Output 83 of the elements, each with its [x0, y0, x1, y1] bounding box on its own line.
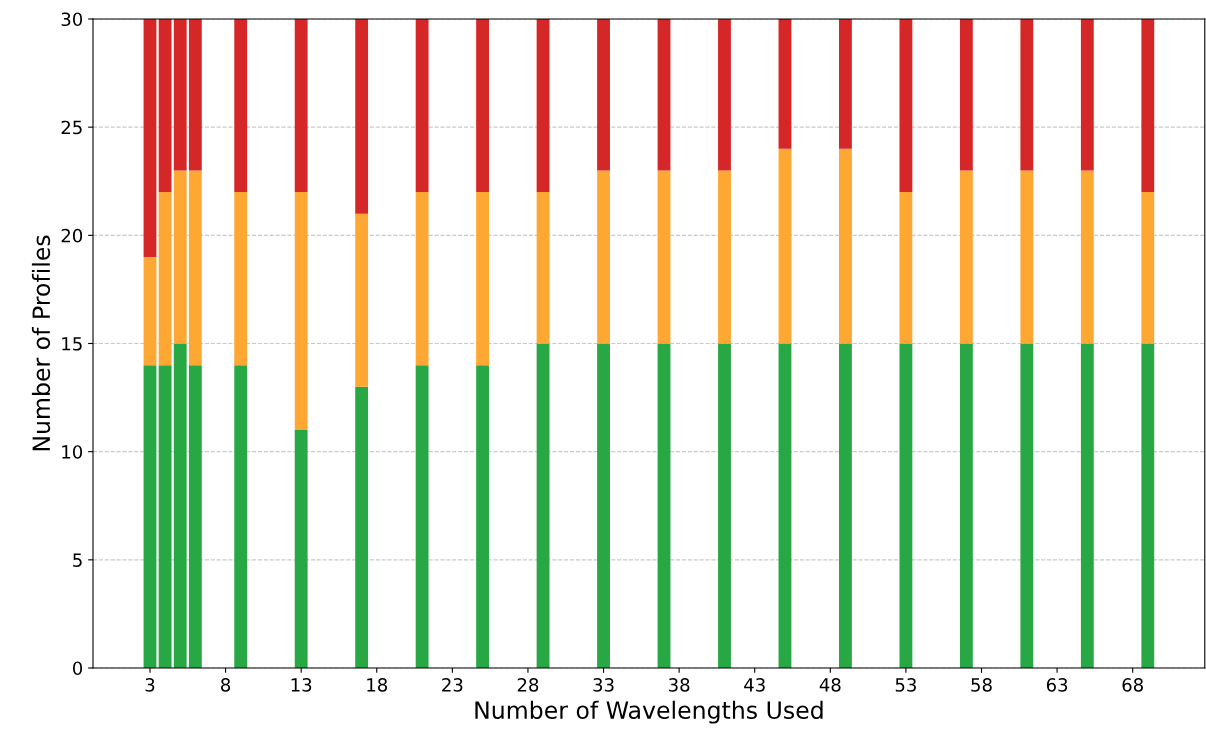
bar — [597, 170, 610, 344]
bar — [476, 365, 490, 668]
bar — [476, 192, 490, 366]
bar — [1141, 343, 1155, 668]
bar — [294, 192, 308, 431]
bar — [143, 365, 157, 668]
x-tick-label: 8 — [221, 678, 231, 692]
x-tick-label: 28 — [517, 678, 539, 692]
bar — [718, 170, 731, 344]
bar — [143, 19, 157, 257]
y-tick-label: 20 — [61, 228, 83, 243]
bar — [657, 170, 671, 344]
bar — [1080, 170, 1094, 344]
bar — [415, 365, 429, 668]
y-axis-title: Number of Profiles — [31, 235, 51, 451]
bar — [476, 19, 490, 193]
bar — [415, 192, 429, 366]
x-tick-label: 68 — [1122, 678, 1143, 692]
y-tick-label: 10 — [62, 445, 83, 459]
x-tick-label: 53 — [895, 678, 916, 692]
bar — [173, 170, 187, 344]
x-tick-label: 23 — [442, 678, 463, 692]
bar — [355, 213, 369, 387]
bar — [158, 192, 172, 366]
y-tick-label: 25 — [61, 120, 82, 135]
x-tick-label: 3 — [145, 678, 155, 692]
bar — [899, 19, 913, 193]
x-tick-label: 38 — [669, 678, 690, 692]
bar — [173, 343, 187, 668]
bar — [536, 343, 550, 668]
bar — [959, 343, 973, 668]
bar — [778, 19, 792, 149]
x-tick-label: 33 — [593, 678, 614, 692]
bar — [294, 430, 308, 668]
bar — [158, 365, 172, 668]
y-tick-label: 15 — [62, 337, 82, 351]
bar — [355, 19, 369, 214]
bar — [1020, 19, 1034, 171]
bar — [959, 170, 973, 344]
bar — [143, 256, 157, 366]
bar — [173, 19, 187, 171]
bar — [1141, 192, 1155, 344]
bar — [959, 19, 973, 171]
bar — [657, 343, 671, 668]
bar — [1020, 343, 1034, 668]
bar — [839, 19, 852, 149]
bar — [899, 343, 913, 668]
x-tick-label: 58 — [971, 678, 992, 692]
bar — [158, 19, 172, 193]
x-tick-label: 48 — [819, 678, 841, 692]
y-tick-label: 0 — [72, 661, 83, 676]
bar — [597, 343, 610, 668]
x-tick-label: 43 — [744, 678, 765, 692]
bar — [188, 19, 202, 171]
bar — [899, 192, 913, 344]
x-axis-title: Number of Wavelengths Used — [475, 700, 823, 724]
bar — [597, 19, 610, 171]
bar — [188, 170, 202, 366]
bar — [294, 19, 308, 193]
bar — [839, 343, 852, 668]
bar — [355, 386, 369, 668]
bar — [536, 192, 550, 344]
bar — [536, 19, 550, 193]
bar — [1020, 170, 1034, 344]
bar — [188, 365, 202, 668]
bar — [657, 19, 671, 171]
bar — [234, 19, 248, 193]
x-tick-label: 13 — [291, 678, 312, 692]
bar — [1080, 19, 1094, 171]
bar — [839, 148, 852, 344]
y-tick-label: 5 — [73, 553, 82, 567]
bar — [234, 192, 248, 366]
bar — [415, 19, 429, 193]
x-tick-label: 63 — [1046, 678, 1068, 692]
bar — [778, 343, 792, 668]
bar — [234, 365, 248, 668]
bar — [1141, 19, 1155, 193]
bar — [718, 19, 731, 171]
bar — [778, 148, 792, 344]
bar — [718, 343, 731, 668]
x-tick-label: 18 — [367, 678, 388, 692]
y-tick-label: 30 — [61, 12, 83, 27]
bar — [1080, 343, 1094, 668]
